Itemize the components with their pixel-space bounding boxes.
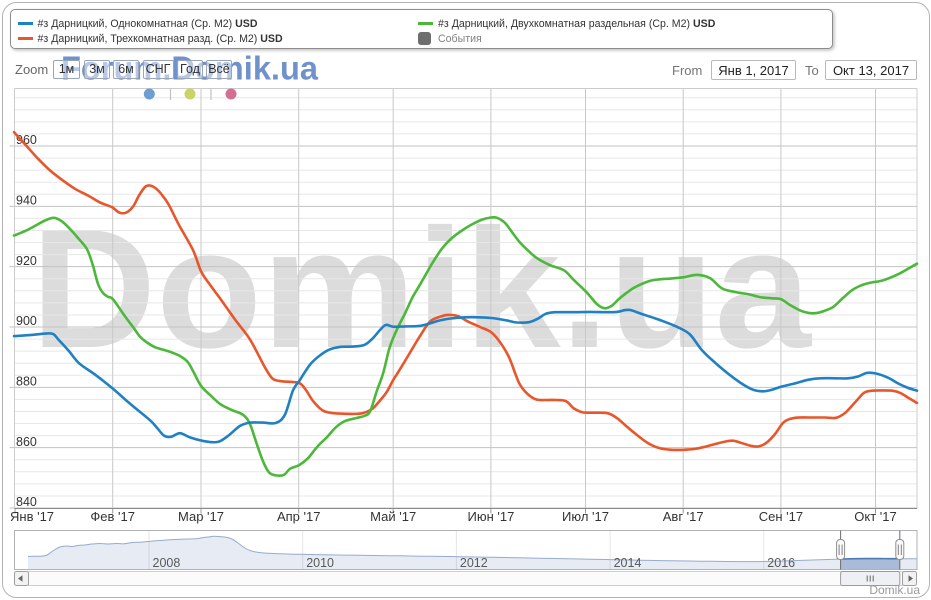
svg-text:Апр '17: Апр '17 <box>277 509 321 524</box>
svg-text:Июл '17: Июл '17 <box>562 509 609 524</box>
svg-text:960: 960 <box>16 133 37 147</box>
svg-text:2012: 2012 <box>460 556 488 570</box>
svg-text:920: 920 <box>16 254 37 268</box>
svg-text:Domik.ua: Domik.ua <box>31 194 812 384</box>
svg-text:Авг '17: Авг '17 <box>663 509 704 524</box>
svg-text:Domik.ua: Domik.ua <box>869 583 920 597</box>
svg-text:860: 860 <box>16 435 37 449</box>
svg-text:Янв '17: Янв '17 <box>10 509 54 524</box>
svg-text:2016: 2016 <box>767 556 795 570</box>
svg-text:2008: 2008 <box>153 556 181 570</box>
svg-text:2010: 2010 <box>306 556 334 570</box>
svg-text:Мар '17: Мар '17 <box>178 509 224 524</box>
svg-text:880: 880 <box>16 375 37 389</box>
svg-text:840: 840 <box>16 495 37 509</box>
svg-text:Сен '17: Сен '17 <box>759 509 803 524</box>
svg-text:Фев '17: Фев '17 <box>90 509 135 524</box>
svg-text:900: 900 <box>16 314 37 328</box>
svg-text:940: 940 <box>16 194 37 208</box>
svg-text:2014: 2014 <box>614 556 642 570</box>
svg-text:Июн '17: Июн '17 <box>467 509 514 524</box>
svg-text:Май '17: Май '17 <box>370 509 416 524</box>
svg-text:Окт '17: Окт '17 <box>854 509 896 524</box>
